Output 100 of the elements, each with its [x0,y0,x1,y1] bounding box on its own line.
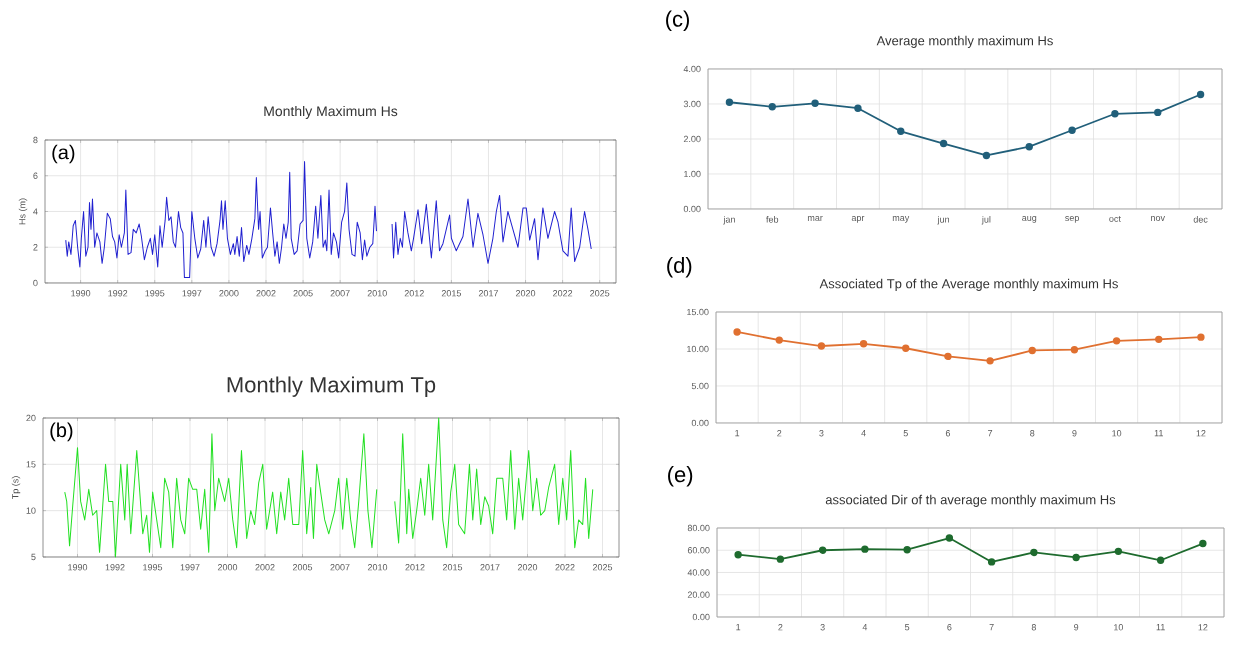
x-tick-label: 2 [778,624,783,631]
x-tick-label: 11 [1154,430,1163,437]
y-tick-label: 4.00 [683,65,701,73]
y-tick-label: 2.00 [683,135,701,143]
point [944,352,952,361]
x-tick-label: 2025 [592,564,613,571]
x-tick-label: 2020 [515,290,536,297]
x-tick-label: 1992 [105,564,125,571]
y-tick-label: 0.00 [692,613,710,621]
point [1199,539,1207,548]
x-tick-label: 5 [903,430,908,437]
y-tick-label: 4 [33,208,38,215]
x-tick-label: 3 [820,624,825,631]
x-tick-label: 9 [1074,624,1079,631]
x-tick-label: 2002 [255,564,275,571]
x-tick-label: 1 [735,430,740,437]
x-tick-label: 2022 [553,290,573,297]
point [733,328,741,336]
x-tick-label: apr [851,216,865,223]
point [1111,110,1119,118]
x-tick-label: 1997 [182,290,202,297]
point [945,534,954,542]
x-tick-label: 11 [1156,624,1165,631]
x-tick-label: 2000 [217,564,238,571]
y-tick-label: 8 [33,136,38,144]
point [1112,337,1121,345]
x-tick-label: 1997 [180,564,200,571]
x-tick-label: 5 [904,624,910,631]
x-tick-label: 4 [862,624,868,631]
x-tick-label: 1990 [68,564,88,571]
y-tick-label: 5.00 [691,382,709,390]
chart-title: Monthly Maximum Hs [264,105,398,119]
x-tick-label: 6 [947,624,952,631]
y-tick-label: 20 [26,414,36,422]
x-tick-label: 12 [1198,624,1208,631]
x-tick-label: 10 [1114,624,1124,631]
point [1070,346,1079,354]
y-tick-label: 15 [26,461,36,468]
y-axis-title: Hs (m) [18,198,28,225]
point [811,99,819,107]
point [897,127,905,135]
x-tick-label: 2 [777,430,782,437]
x-tick-label: 2005 [292,564,313,571]
x-tick-label: 1995 [145,290,165,297]
y-tick-label: 15.00 [687,308,709,316]
x-tick-label: 7 [989,624,994,631]
y-tick-label: 10 [26,507,36,514]
y-tick-label: 2 [33,244,38,251]
x-tick-label: 1990 [71,290,91,297]
point [1156,556,1165,564]
x-tick-label: may [892,216,910,223]
x-tick-label: feb [766,216,779,223]
y-tick-label: 0 [33,279,38,287]
text: (d) [667,256,692,278]
x-tick-label: 2005 [293,290,313,297]
point [817,342,826,350]
point [1154,108,1162,117]
y-tick-label: 3.00 [683,100,701,108]
x-tick-label: 2015 [442,564,463,571]
x-tick-label: jan [723,216,735,225]
x-tick-label: 6 [945,430,951,437]
y-tick-label: 0.00 [691,419,709,427]
chart-title: Associated Tp of the Average monthly maximum Hs [819,278,1118,291]
chart-title: Monthly Maximum Tp [227,376,436,397]
y-tick-label: 5 [31,553,36,561]
x-tick-label: 4 [861,430,866,437]
point [1028,346,1036,355]
x-tick-label: dec [1193,216,1208,223]
text: (c) [666,10,689,32]
y-axis-title: Tp (s) [11,476,21,500]
y-tick-label: 80.00 [687,524,710,532]
point [939,139,948,148]
x-tick-label: 2012 [404,290,424,297]
point [854,104,862,112]
x-tick-label: 2015 [441,290,462,297]
point [775,336,783,344]
point [776,555,785,563]
x-tick-label: 2017 [480,564,500,571]
x-tick-label: 2007 [330,290,350,297]
y-tick-label: 20.00 [687,591,710,598]
point [1068,126,1076,134]
x-tick-label: mar [807,216,823,221]
x-tick-label: jul [981,216,991,225]
chart-title: Average monthly maximum Hs [876,35,1053,48]
point [1114,547,1123,556]
x-tick-label: 2007 [330,564,350,571]
point [987,558,996,566]
point [1155,335,1163,344]
x-tick-label: 9 [1072,430,1077,437]
point [902,344,910,352]
x-tick-label: 10 [1112,430,1122,437]
point [982,151,991,160]
x-tick-label: 2022 [555,564,575,571]
x-tick-label: 1992 [108,290,128,297]
x-tick-label: sep [1065,216,1079,223]
x-tick-label: 2010 [367,290,387,297]
x-tick-label: 3 [819,430,824,437]
point [861,545,869,553]
point [768,103,776,111]
y-tick-label: 1.00 [684,170,701,178]
